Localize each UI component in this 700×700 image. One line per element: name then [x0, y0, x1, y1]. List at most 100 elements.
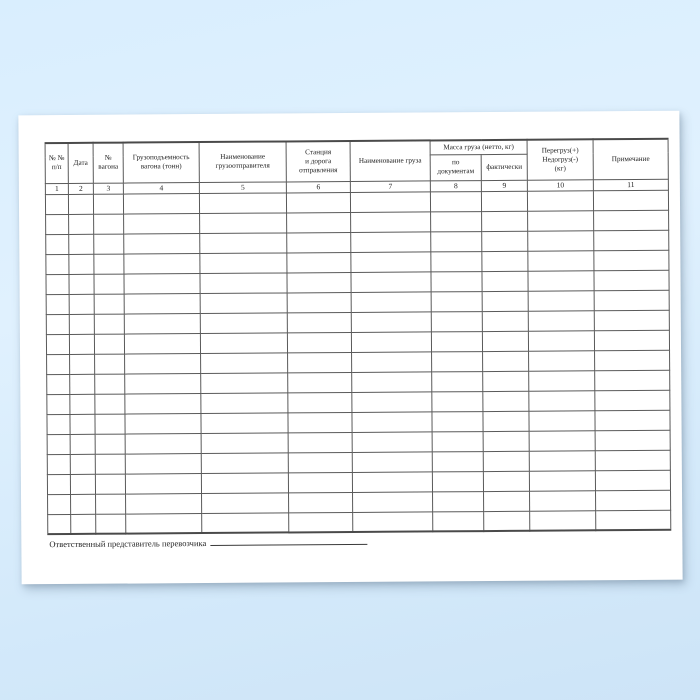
empty-cell	[201, 452, 289, 474]
empty-cell	[595, 509, 671, 531]
empty-cell	[432, 471, 484, 492]
empty-cell	[481, 230, 528, 252]
empty-cell	[481, 270, 529, 292]
empty-cell	[352, 431, 433, 452]
empty-cell	[481, 210, 528, 232]
empty-cell	[529, 430, 596, 451]
empty-cell	[352, 471, 433, 492]
footer: Ответственный представитель перевозчика	[49, 535, 368, 550]
empty-cell	[529, 510, 596, 531]
empty-cell	[95, 493, 126, 514]
empty-cell	[594, 409, 671, 431]
empty-cell	[124, 333, 201, 354]
empty-cell	[287, 291, 352, 313]
empty-cell	[350, 211, 431, 232]
table-body	[45, 189, 671, 535]
empty-cell	[123, 273, 201, 294]
empty-cell	[70, 453, 96, 474]
empty-cell	[123, 253, 200, 274]
empty-cell	[94, 413, 126, 434]
col-group-mass: Масса груза (нетто, кг)	[430, 139, 528, 155]
empty-cell	[94, 373, 125, 394]
empty-cell	[68, 193, 94, 214]
col-header-mass-actual: фактически	[481, 153, 528, 181]
empty-cell	[595, 449, 671, 471]
empty-cell	[483, 450, 530, 472]
empty-cell	[200, 392, 288, 414]
empty-cell	[288, 491, 353, 513]
empty-cell	[594, 289, 670, 311]
empty-cell	[45, 253, 69, 275]
empty-cell	[595, 489, 671, 511]
empty-cell	[288, 511, 353, 533]
empty-cell	[46, 373, 70, 395]
col-header-date: Дата	[68, 142, 94, 183]
column-number: 7	[350, 180, 431, 192]
empty-cell	[286, 251, 351, 273]
empty-cell	[482, 290, 529, 312]
empty-cell	[350, 191, 431, 212]
empty-cell	[200, 372, 288, 394]
empty-cell	[483, 430, 530, 452]
empty-cell	[46, 353, 70, 375]
empty-cell	[68, 273, 95, 294]
empty-cell	[351, 351, 432, 372]
empty-cell	[95, 473, 126, 494]
empty-cell	[201, 432, 289, 454]
column-number: 2	[68, 182, 94, 194]
empty-cell	[431, 291, 483, 312]
empty-cell	[124, 393, 201, 414]
empty-cell	[351, 291, 432, 312]
empty-cell	[431, 311, 483, 332]
empty-cell	[351, 411, 433, 432]
empty-cell	[482, 370, 529, 392]
empty-cell	[430, 231, 482, 252]
responsible-representative-label: Ответственный представитель перевозчика	[49, 538, 207, 550]
empty-cell	[483, 470, 530, 492]
empty-cell	[70, 473, 96, 494]
empty-cell	[352, 491, 433, 512]
empty-cell	[528, 310, 595, 331]
empty-cell	[594, 329, 670, 351]
empty-cell	[482, 310, 529, 332]
empty-cell	[46, 333, 70, 355]
empty-cell	[595, 429, 671, 451]
column-number: 6	[286, 180, 351, 193]
empty-cell	[527, 210, 594, 231]
column-number: 9	[481, 179, 528, 192]
empty-cell	[286, 211, 351, 233]
empty-cell	[94, 353, 125, 374]
column-number: 10	[527, 179, 594, 191]
column-number: 4	[123, 182, 200, 194]
empty-cell	[124, 313, 201, 334]
empty-cell	[125, 513, 202, 534]
empty-cell	[69, 413, 96, 434]
empty-cell	[200, 332, 288, 354]
column-number: 8	[430, 180, 482, 192]
empty-cell	[593, 229, 669, 251]
empty-cell	[352, 451, 433, 472]
empty-cell	[350, 231, 431, 252]
empty-cell	[94, 313, 125, 334]
empty-cell	[201, 472, 289, 494]
empty-cell	[125, 453, 202, 474]
column-number: 3	[93, 182, 124, 194]
empty-cell	[483, 490, 530, 512]
empty-cell	[124, 353, 201, 374]
empty-cell	[46, 413, 71, 435]
empty-cell	[200, 412, 289, 434]
empty-cell	[430, 211, 482, 232]
col-header-station: Станция и дорога отправления	[286, 140, 351, 182]
col-header-cargo-name: Наименование груза	[350, 140, 431, 181]
empty-cell	[288, 431, 353, 453]
empty-cell	[287, 411, 353, 433]
empty-cell	[123, 233, 200, 254]
empty-cell	[288, 471, 353, 493]
empty-cell	[482, 410, 530, 432]
col-header-overload: Перегруз(+) Недогруз(-) (кг)	[527, 139, 594, 180]
empty-cell	[94, 333, 125, 354]
empty-cell	[93, 273, 125, 294]
empty-cell	[70, 493, 96, 514]
empty-cell	[47, 493, 71, 515]
